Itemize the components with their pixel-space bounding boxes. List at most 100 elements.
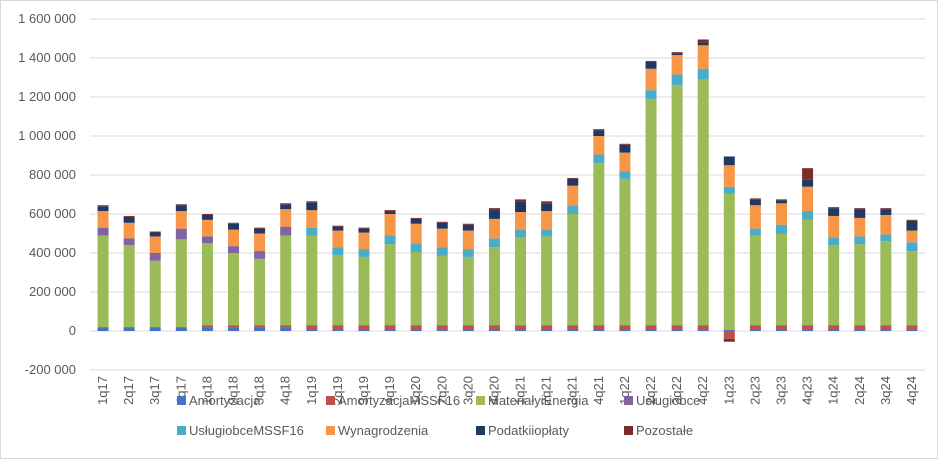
bar-segment [280, 327, 292, 331]
bar-segment [201, 327, 213, 331]
bar-segment [462, 325, 474, 331]
bar-segment [515, 330, 527, 331]
bar-segment [541, 330, 553, 331]
bar-segment [749, 235, 761, 326]
bar-segment [645, 330, 657, 331]
bar-segment [854, 330, 866, 331]
x-tick-label: 2q20 [434, 376, 449, 405]
bar-segment [358, 232, 370, 250]
bar-segment [149, 253, 161, 261]
bar-segment [488, 218, 500, 239]
x-tick-label: 1q24 [826, 376, 841, 405]
bar-segment [254, 327, 266, 331]
bar-segment [201, 236, 213, 244]
bar-segment [462, 224, 474, 231]
bar-segment [332, 325, 344, 331]
legend-label: Pozostałe [636, 423, 693, 438]
bar-segment [175, 204, 187, 206]
bar-segment [906, 330, 918, 331]
bar-segment [97, 206, 109, 212]
bar-segment [201, 214, 213, 215]
bar-segment [645, 60, 657, 62]
bar-segment [880, 325, 892, 331]
bar-segment [880, 214, 892, 235]
bar-segment [462, 256, 474, 326]
bar-segment [332, 254, 344, 326]
bar-segment [749, 205, 761, 229]
bar-segment [123, 238, 135, 246]
bar-segment [697, 68, 709, 80]
bar-segment [541, 211, 553, 230]
bar-segment [175, 228, 187, 240]
y-tick-label: 1 400 000 [18, 50, 76, 65]
legend-label: AmortyzacjaMSSF16 [338, 393, 460, 408]
bar-segment [854, 217, 866, 237]
bar-segment [854, 209, 866, 218]
bar-segment [828, 215, 840, 238]
bar-segment [645, 325, 657, 331]
x-tick-label: 3q23 [773, 376, 788, 405]
bar-segment [254, 233, 266, 252]
bar-segment [123, 222, 135, 239]
bar-segment [723, 331, 735, 339]
bar-segment [201, 325, 213, 328]
bar-segment [828, 325, 840, 331]
y-tick-label: 1 600 000 [18, 11, 76, 26]
y-tick-label: 1 000 000 [18, 128, 76, 143]
bar-segment [332, 226, 344, 231]
legend-swatch [624, 426, 633, 435]
bar-segment [358, 330, 370, 331]
bar-segment [723, 330, 735, 331]
bar-segment [306, 330, 318, 331]
bar-segment [280, 204, 292, 210]
bar-segment [436, 325, 448, 331]
bar-segment [462, 223, 474, 225]
bar-segment [149, 327, 161, 331]
x-tick-label: 3q18 [252, 376, 267, 405]
bar-segment [697, 79, 709, 326]
bar-segment [306, 202, 318, 211]
y-tick-label: -200 000 [25, 362, 76, 377]
bar-segment [436, 255, 448, 326]
x-tick-label: 2q24 [852, 376, 867, 405]
bar-segment [410, 217, 422, 219]
x-tick-label: 1q19 [304, 376, 319, 405]
bar-segment [775, 199, 787, 201]
bar-segment [697, 330, 709, 331]
legend-label: Podatkiiopłaty [488, 423, 569, 438]
bar-segment [123, 215, 135, 217]
bar-segment [436, 330, 448, 331]
bar-segment [123, 327, 135, 331]
bar-segment [619, 325, 631, 331]
bar-segment [802, 179, 814, 187]
x-tick-label: 3q19 [356, 376, 371, 405]
bar-segment [697, 45, 709, 69]
bar-segment [828, 237, 840, 246]
bar-segment [749, 198, 761, 200]
bar-segment [749, 228, 761, 236]
legend-label: Amortyzacja [189, 393, 261, 408]
x-tick-label: 3q20 [460, 376, 475, 405]
x-tick-label: 1q18 [199, 376, 214, 405]
bar-segment [358, 227, 370, 229]
bar-segment [228, 229, 240, 247]
bar-segment [306, 210, 318, 228]
legend-swatch [326, 426, 335, 435]
bar-segment [645, 61, 657, 69]
bar-segment [593, 129, 605, 131]
bar-segment [906, 219, 918, 221]
bar-segment [671, 325, 683, 331]
bar-segment [671, 52, 683, 54]
bar-segment [149, 236, 161, 253]
bar-segment [515, 237, 527, 326]
x-tick-label: 3q21 [565, 376, 580, 405]
x-tick-label: 4q23 [800, 376, 815, 405]
x-tick-label: 1q23 [721, 376, 736, 405]
bar-segment [645, 98, 657, 326]
bar-segment [149, 231, 161, 233]
bar-segment [358, 228, 370, 233]
bar-segment [123, 216, 135, 223]
x-tick-label: 2q21 [539, 376, 554, 405]
bar-segment [332, 230, 344, 248]
